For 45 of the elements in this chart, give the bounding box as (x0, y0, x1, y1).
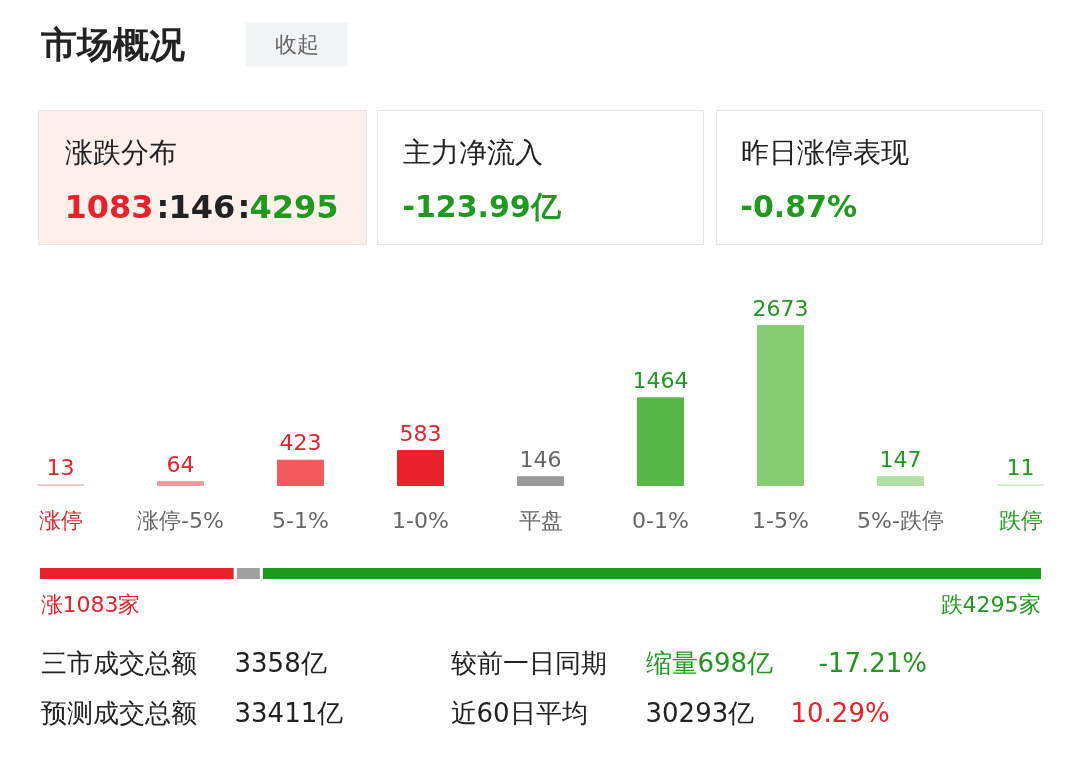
text: 三市成交总额 (40, 647, 197, 678)
text: 近60日平均 (450, 697, 588, 728)
data-label: 583 (399, 420, 442, 446)
data-label: 1464 (632, 367, 689, 393)
data-label: 146 (519, 446, 562, 472)
data-label: 423 (279, 430, 322, 456)
text: 10.29% (790, 697, 890, 728)
text: 收起 (274, 32, 319, 57)
bar (637, 397, 684, 486)
x-tick-label: 1-0% (392, 508, 449, 533)
text: -0.87% (740, 189, 858, 224)
text: -123.99亿 (402, 189, 562, 224)
text: 涨1083家 (40, 592, 141, 617)
data-label: 11 (1006, 454, 1035, 480)
text: 1083:146:4295 (64, 187, 339, 226)
data-label: 147 (879, 446, 922, 472)
bar (157, 481, 204, 486)
text: 跌4295家 (940, 592, 1041, 617)
data-label: 64 (166, 451, 195, 477)
text: 30293亿 (645, 697, 755, 728)
text: -17.21% (818, 647, 928, 678)
x-tick-label: 5-1% (272, 508, 329, 533)
text: 涨跌分布 (64, 136, 177, 169)
bar (517, 476, 564, 486)
x-tick-label: 涨停 (38, 508, 83, 533)
text: 预测成交总额 (40, 697, 197, 728)
x-tick-label: 涨停-5% (137, 508, 224, 533)
x-tick-label: 1-5% (752, 508, 809, 533)
x-tick-label: 5%-跌停 (857, 508, 944, 533)
data-label: 2673 (752, 295, 809, 321)
bar (757, 325, 804, 486)
text: 3358亿 (234, 647, 327, 678)
bar (877, 476, 924, 486)
x-tick-label: 平盘 (518, 508, 563, 533)
text: 较前一日同期 (450, 647, 607, 678)
bar (277, 459, 324, 486)
text: 33411亿 (234, 697, 344, 728)
x-tick-label: 0-1% (632, 508, 689, 533)
chart-title: 市场概况 (40, 24, 185, 65)
text: 昨日涨停表现 (740, 136, 909, 169)
data-label: 13 (46, 454, 75, 480)
bar (397, 450, 444, 486)
x-tick-label: 跌停 (998, 508, 1043, 533)
text: 缩量698亿 (645, 647, 774, 678)
text: 主力净流入 (402, 136, 543, 169)
